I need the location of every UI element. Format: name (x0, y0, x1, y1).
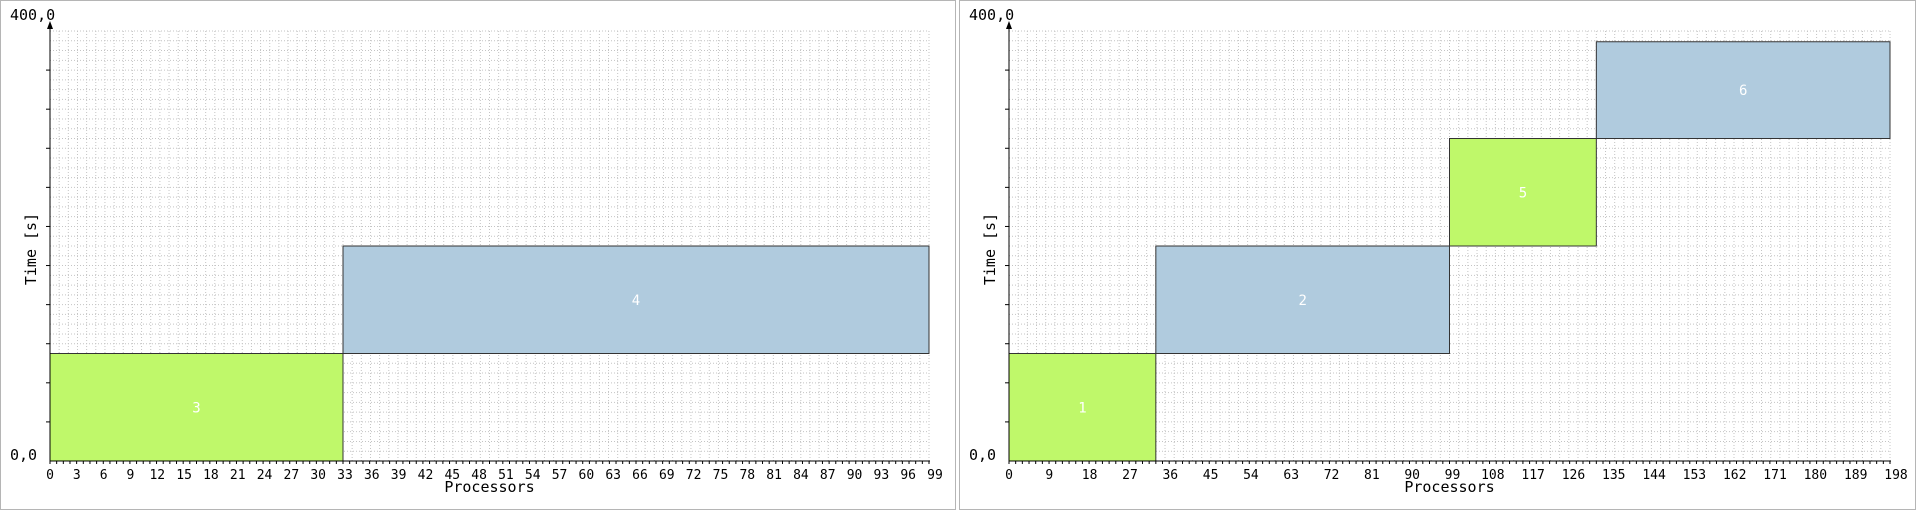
x-tick-label: 48 (471, 468, 487, 483)
schedule-chart-right: 1 2 5 6 0 9 18 27 36 45 54 63 72 81 90 99 108 117 126 135 14… (959, 0, 1916, 510)
x-axis-label: Processors (1404, 478, 1494, 496)
job-label-2: 2 (1298, 293, 1306, 309)
job-label-4: 4 (632, 293, 640, 309)
x-tick-label: 63 (605, 468, 621, 483)
x-tick-label: 99 (927, 468, 943, 483)
job-block-3 (49, 353, 344, 462)
x-tick-label: 51 (498, 468, 514, 483)
x-tick-label: 63 (1283, 468, 1299, 483)
y-axis-label: Time [s] (981, 213, 999, 285)
y-min-label: 0,0 (969, 446, 996, 464)
x-tick-label: 0 (1005, 468, 1013, 483)
y-min-label: 0,0 (10, 446, 37, 464)
x-tick-label: 81 (766, 468, 782, 483)
x-tick-label: 81 (1364, 468, 1380, 483)
x-tick-label: 27 (1122, 468, 1138, 483)
x-tick-label: 36 (364, 468, 380, 483)
x-tick-label: 69 (659, 468, 675, 483)
x-tick-label: 78 (739, 468, 755, 483)
x-tick-label: 189 (1844, 468, 1867, 483)
x-tick-label: 15 (176, 468, 192, 483)
x-tick-label: 30 (310, 468, 326, 483)
job-block-4 (342, 245, 930, 354)
x-tick-label: 9 (1045, 468, 1053, 483)
job-label-6: 6 (1739, 83, 1747, 99)
job-block-5 (1449, 138, 1597, 247)
x-tick-label: 90 (847, 468, 863, 483)
job-block-1 (1008, 353, 1157, 462)
y-axis-arrow (1006, 21, 1012, 29)
x-tick-label: 135 (1602, 468, 1625, 483)
x-tick-label: 108 (1481, 468, 1504, 483)
x-tick-label: 198 (1884, 468, 1907, 483)
x-tick-label: 162 (1723, 468, 1746, 483)
x-tick-label: 12 (149, 468, 165, 483)
x-tick-label: 153 (1683, 468, 1706, 483)
job-block-6 (1595, 41, 1891, 139)
y-axis-label: Time [s] (22, 213, 40, 285)
x-tick-label: 75 (713, 468, 729, 483)
x-tick-label: 126 (1562, 468, 1585, 483)
x-tick-label: 54 (1243, 468, 1259, 483)
x-tick-label: 42 (418, 468, 434, 483)
x-tick-label: 0 (46, 468, 54, 483)
x-tick-label: 96 (900, 468, 916, 483)
job-label-5: 5 (1519, 185, 1527, 201)
x-axis-label: Processors (444, 478, 534, 496)
x-tick-label: 45 (1203, 468, 1219, 483)
x-tick-label: 18 (203, 468, 219, 483)
x-tick-label: 60 (579, 468, 595, 483)
chart-left-svg: 340 3 6 9 12 15 18 21 24 27 30 33 36 39 42 45 48 51 54 57 60… (10, 6, 943, 496)
x-tick-label: 171 (1763, 468, 1786, 483)
x-tick-label: 21 (230, 468, 246, 483)
chart-right-svg: 1 2 5 6 0 9 18 27 36 45 54 63 72 81 90 99 108 117 126 135 14… (969, 6, 1908, 496)
x-tick-label: 66 (632, 468, 648, 483)
x-tick-label: 6 (100, 468, 108, 483)
y-max-label: 400,0 (10, 6, 55, 24)
x-tick-label: 39 (391, 468, 407, 483)
x-tick-label: 72 (686, 468, 702, 483)
x-tick-label: 144 (1642, 468, 1666, 483)
x-tick-label: 117 (1521, 468, 1544, 483)
x-tick-label: 72 (1324, 468, 1340, 483)
x-tick-label: 27 (284, 468, 300, 483)
x-tick-label: 99 (1445, 468, 1461, 483)
x-tick-label: 54 (525, 468, 541, 483)
x-tick-label: 84 (793, 468, 809, 483)
x-tick-label: 90 (1404, 468, 1420, 483)
x-tick-label: 36 (1162, 468, 1178, 483)
x-tick-label: 33 (337, 468, 353, 483)
x-tick-label: 18 (1082, 468, 1098, 483)
x-tick-label: 180 (1804, 468, 1827, 483)
y-axis-arrow (47, 21, 53, 29)
x-tick-label: 57 (552, 468, 568, 483)
x-tick-label: 93 (874, 468, 890, 483)
job-label-3: 3 (192, 400, 200, 416)
x-tick-label: 3 (73, 468, 81, 483)
x-tick-label: 24 (257, 468, 273, 483)
job-block-2 (1155, 245, 1450, 354)
x-tick-label: 9 (127, 468, 135, 483)
y-max-label: 400,0 (969, 6, 1014, 24)
schedule-chart-left: 3 4 0 3 6 9 12 15 18 21 24 27 30 33 36 39 42 45 48 51 54 57 60… (0, 0, 956, 510)
x-tick-label: 87 (820, 468, 836, 483)
x-tick-label: 45 (444, 468, 460, 483)
job-label-1: 1 (1078, 400, 1086, 416)
